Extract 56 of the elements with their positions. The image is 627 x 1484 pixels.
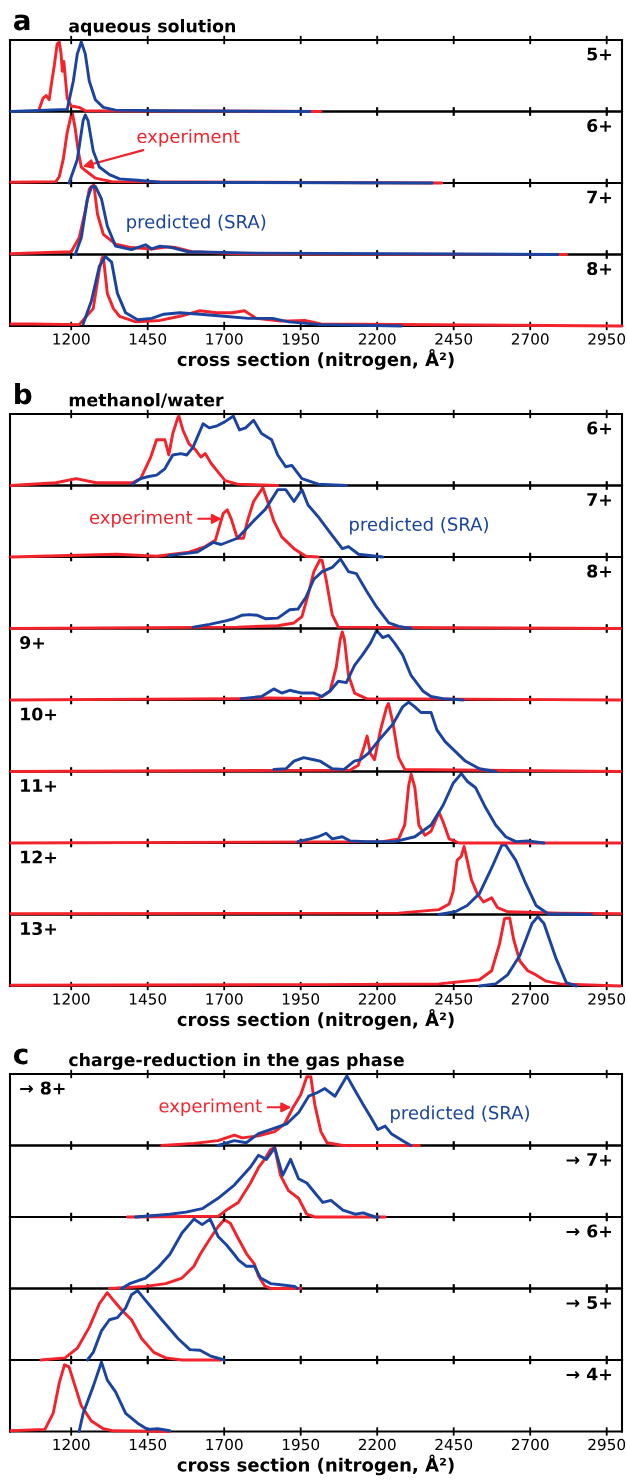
x-tick-label: 2700 (511, 993, 549, 1005)
series-label: experiment (137, 129, 240, 147)
x-tick-label: 2200 (358, 993, 396, 1005)
x-tick-label: 2700 (511, 333, 549, 345)
series-label: predicted (SRA) (127, 214, 266, 232)
annotation: → 5+ (566, 1296, 611, 1310)
x-tick-label: 1700 (206, 333, 243, 345)
series-label: predicted (SRA) (350, 517, 488, 535)
annotation: 8+ (587, 564, 611, 578)
x-tick-label: 1700 (206, 1438, 243, 1451)
x-axis-title: cross section (nitrogen, Å²) (177, 1454, 454, 1476)
x-tick-label: 1450 (129, 1438, 167, 1451)
x-tick-label: 1200 (53, 333, 90, 345)
annotation: 7+ (587, 190, 611, 204)
annotation: → 6+ (566, 1224, 611, 1238)
x-axis-title: cross section (nitrogen, Å²) (177, 1009, 454, 1030)
annotation: 9+ (20, 635, 44, 650)
legend-label: experiment (89, 510, 193, 528)
annotation: 8+ (587, 261, 611, 276)
chart-title: b (15, 382, 32, 405)
chart-subtitle: methanol/water (69, 393, 224, 408)
x-tick-label: 2200 (358, 1438, 396, 1451)
annotation: 6+ (587, 421, 611, 435)
chart-title: c (13, 1048, 28, 1065)
series-label: predicted (SRA) (391, 1105, 529, 1123)
annotation: → 7+ (566, 1153, 611, 1166)
x-tick-label: 2950 (588, 1438, 626, 1451)
chart-title: a (13, 14, 30, 31)
x-tick-label: 1950 (282, 993, 320, 1005)
x-tick-label: 1450 (129, 993, 167, 1005)
x-tick-label: 1450 (129, 333, 167, 345)
x-tick-label: 2700 (511, 1438, 549, 1451)
x-tick-label: 1700 (206, 993, 243, 1005)
annotation: 12+ (21, 850, 57, 864)
x-tick-label: 2450 (435, 1438, 473, 1451)
annotation: 5+ (587, 47, 611, 61)
x-tick-label: 2200 (358, 333, 396, 345)
x-tick-label: 1950 (282, 333, 320, 345)
annotation: → 4+ (566, 1367, 611, 1381)
x-tick-label: 2450 (435, 993, 473, 1005)
annotation: 10+ (21, 707, 57, 721)
x-tick-label: 1200 (53, 993, 90, 1005)
x-tick-label: 1950 (282, 1438, 320, 1451)
annotation: 6+ (587, 118, 611, 133)
x-axis-title: cross section (nitrogen, Å²) (177, 349, 454, 370)
legend-label: experiment (159, 1098, 262, 1117)
chart-subtitle: aqueous solution (69, 19, 236, 36)
x-tick-label: 2950 (588, 333, 626, 345)
annotation: 11+ (21, 779, 57, 792)
annotation: 13+ (21, 921, 57, 936)
x-tick-label: 2450 (435, 333, 473, 345)
annotation: 7+ (587, 493, 611, 506)
x-tick-label: 1200 (53, 1438, 90, 1451)
chart-subtitle: charge-reduction in the gas phase (69, 1052, 404, 1070)
annotation: → 8+ (20, 1081, 65, 1095)
x-tick-label: 2950 (588, 993, 626, 1005)
